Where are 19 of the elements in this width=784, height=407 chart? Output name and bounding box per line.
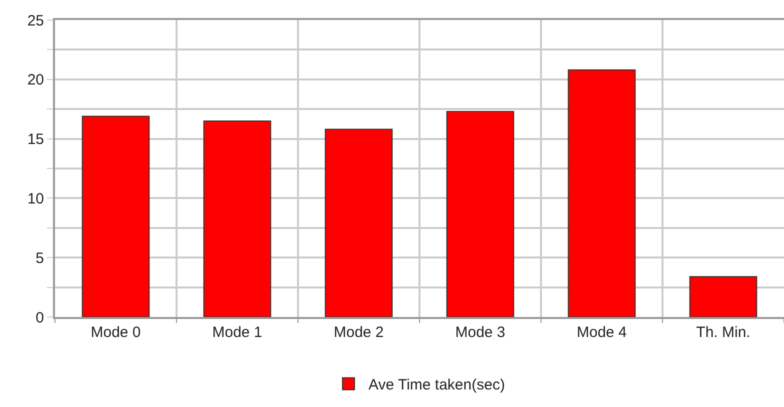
y-tick-label: 0	[36, 309, 44, 326]
x-tick-label: Th. Min.	[696, 324, 750, 341]
y-tick-label: 25	[27, 12, 44, 30]
bar	[203, 120, 272, 317]
x-tick-label: Mode 0	[90, 324, 141, 341]
bar	[568, 69, 636, 317]
x-tick-label: Mode 4	[576, 324, 627, 341]
y-tick-label: 15	[27, 131, 44, 148]
x-tick-label: Mode 1	[212, 324, 262, 341]
y-tick-label: 20	[27, 72, 44, 89]
bar	[689, 276, 758, 317]
bar	[446, 110, 514, 317]
x-tick-label: Mode 2	[334, 324, 384, 341]
y-tick-label: 5	[36, 250, 44, 267]
legend-label: Ave Time taken(sec)	[368, 376, 505, 394]
y-tick-label: 10	[27, 190, 44, 208]
bar	[82, 116, 150, 317]
bar	[324, 128, 393, 317]
x-tick-label: Mode 3	[455, 324, 506, 341]
